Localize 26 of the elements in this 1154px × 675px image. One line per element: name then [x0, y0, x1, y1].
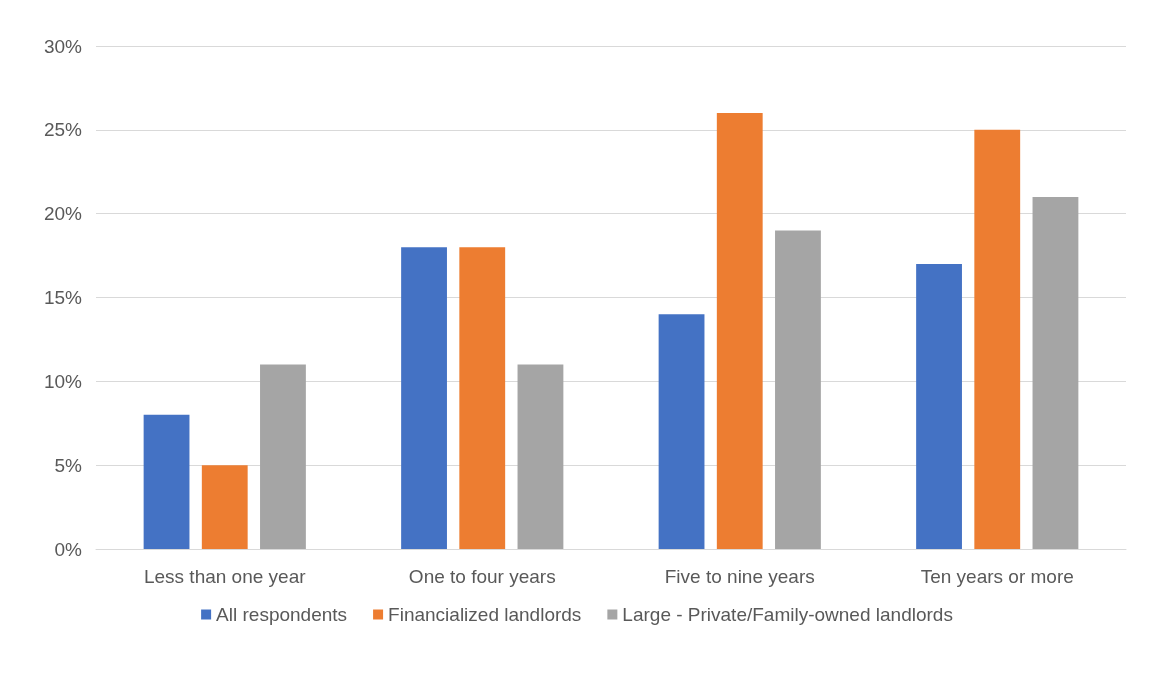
bar — [916, 263, 962, 549]
x-tick-label: Five to nine years — [664, 566, 815, 587]
legend-label: Financialized landlords — [388, 604, 582, 625]
bar — [1032, 196, 1079, 549]
y-tick-label: 20% — [43, 203, 83, 225]
y-tick-label: 0% — [54, 538, 83, 560]
bar — [716, 113, 763, 549]
y-tick-label: 15% — [43, 287, 83, 308]
y-tick-label: 25% — [43, 119, 83, 141]
bar — [459, 247, 506, 549]
y-tick-label: 10% — [43, 370, 83, 392]
bar — [517, 364, 564, 549]
bar — [775, 230, 821, 549]
legend-label: Large - Private/Family-owned landlords — [622, 604, 953, 625]
bar — [260, 364, 306, 549]
x-tick-label: Ten years or more — [920, 566, 1074, 587]
x-tick-label: Less than one year — [143, 566, 307, 587]
bar — [143, 414, 190, 549]
bar — [974, 129, 1021, 549]
bar — [401, 247, 447, 549]
y-tick-label: 30% — [43, 35, 83, 57]
bar — [201, 465, 248, 549]
x-tick-label: One to four years — [408, 566, 556, 587]
legend-label: All respondents — [216, 604, 348, 625]
y-tick-label: 5% — [54, 454, 83, 476]
bar — [658, 314, 705, 549]
